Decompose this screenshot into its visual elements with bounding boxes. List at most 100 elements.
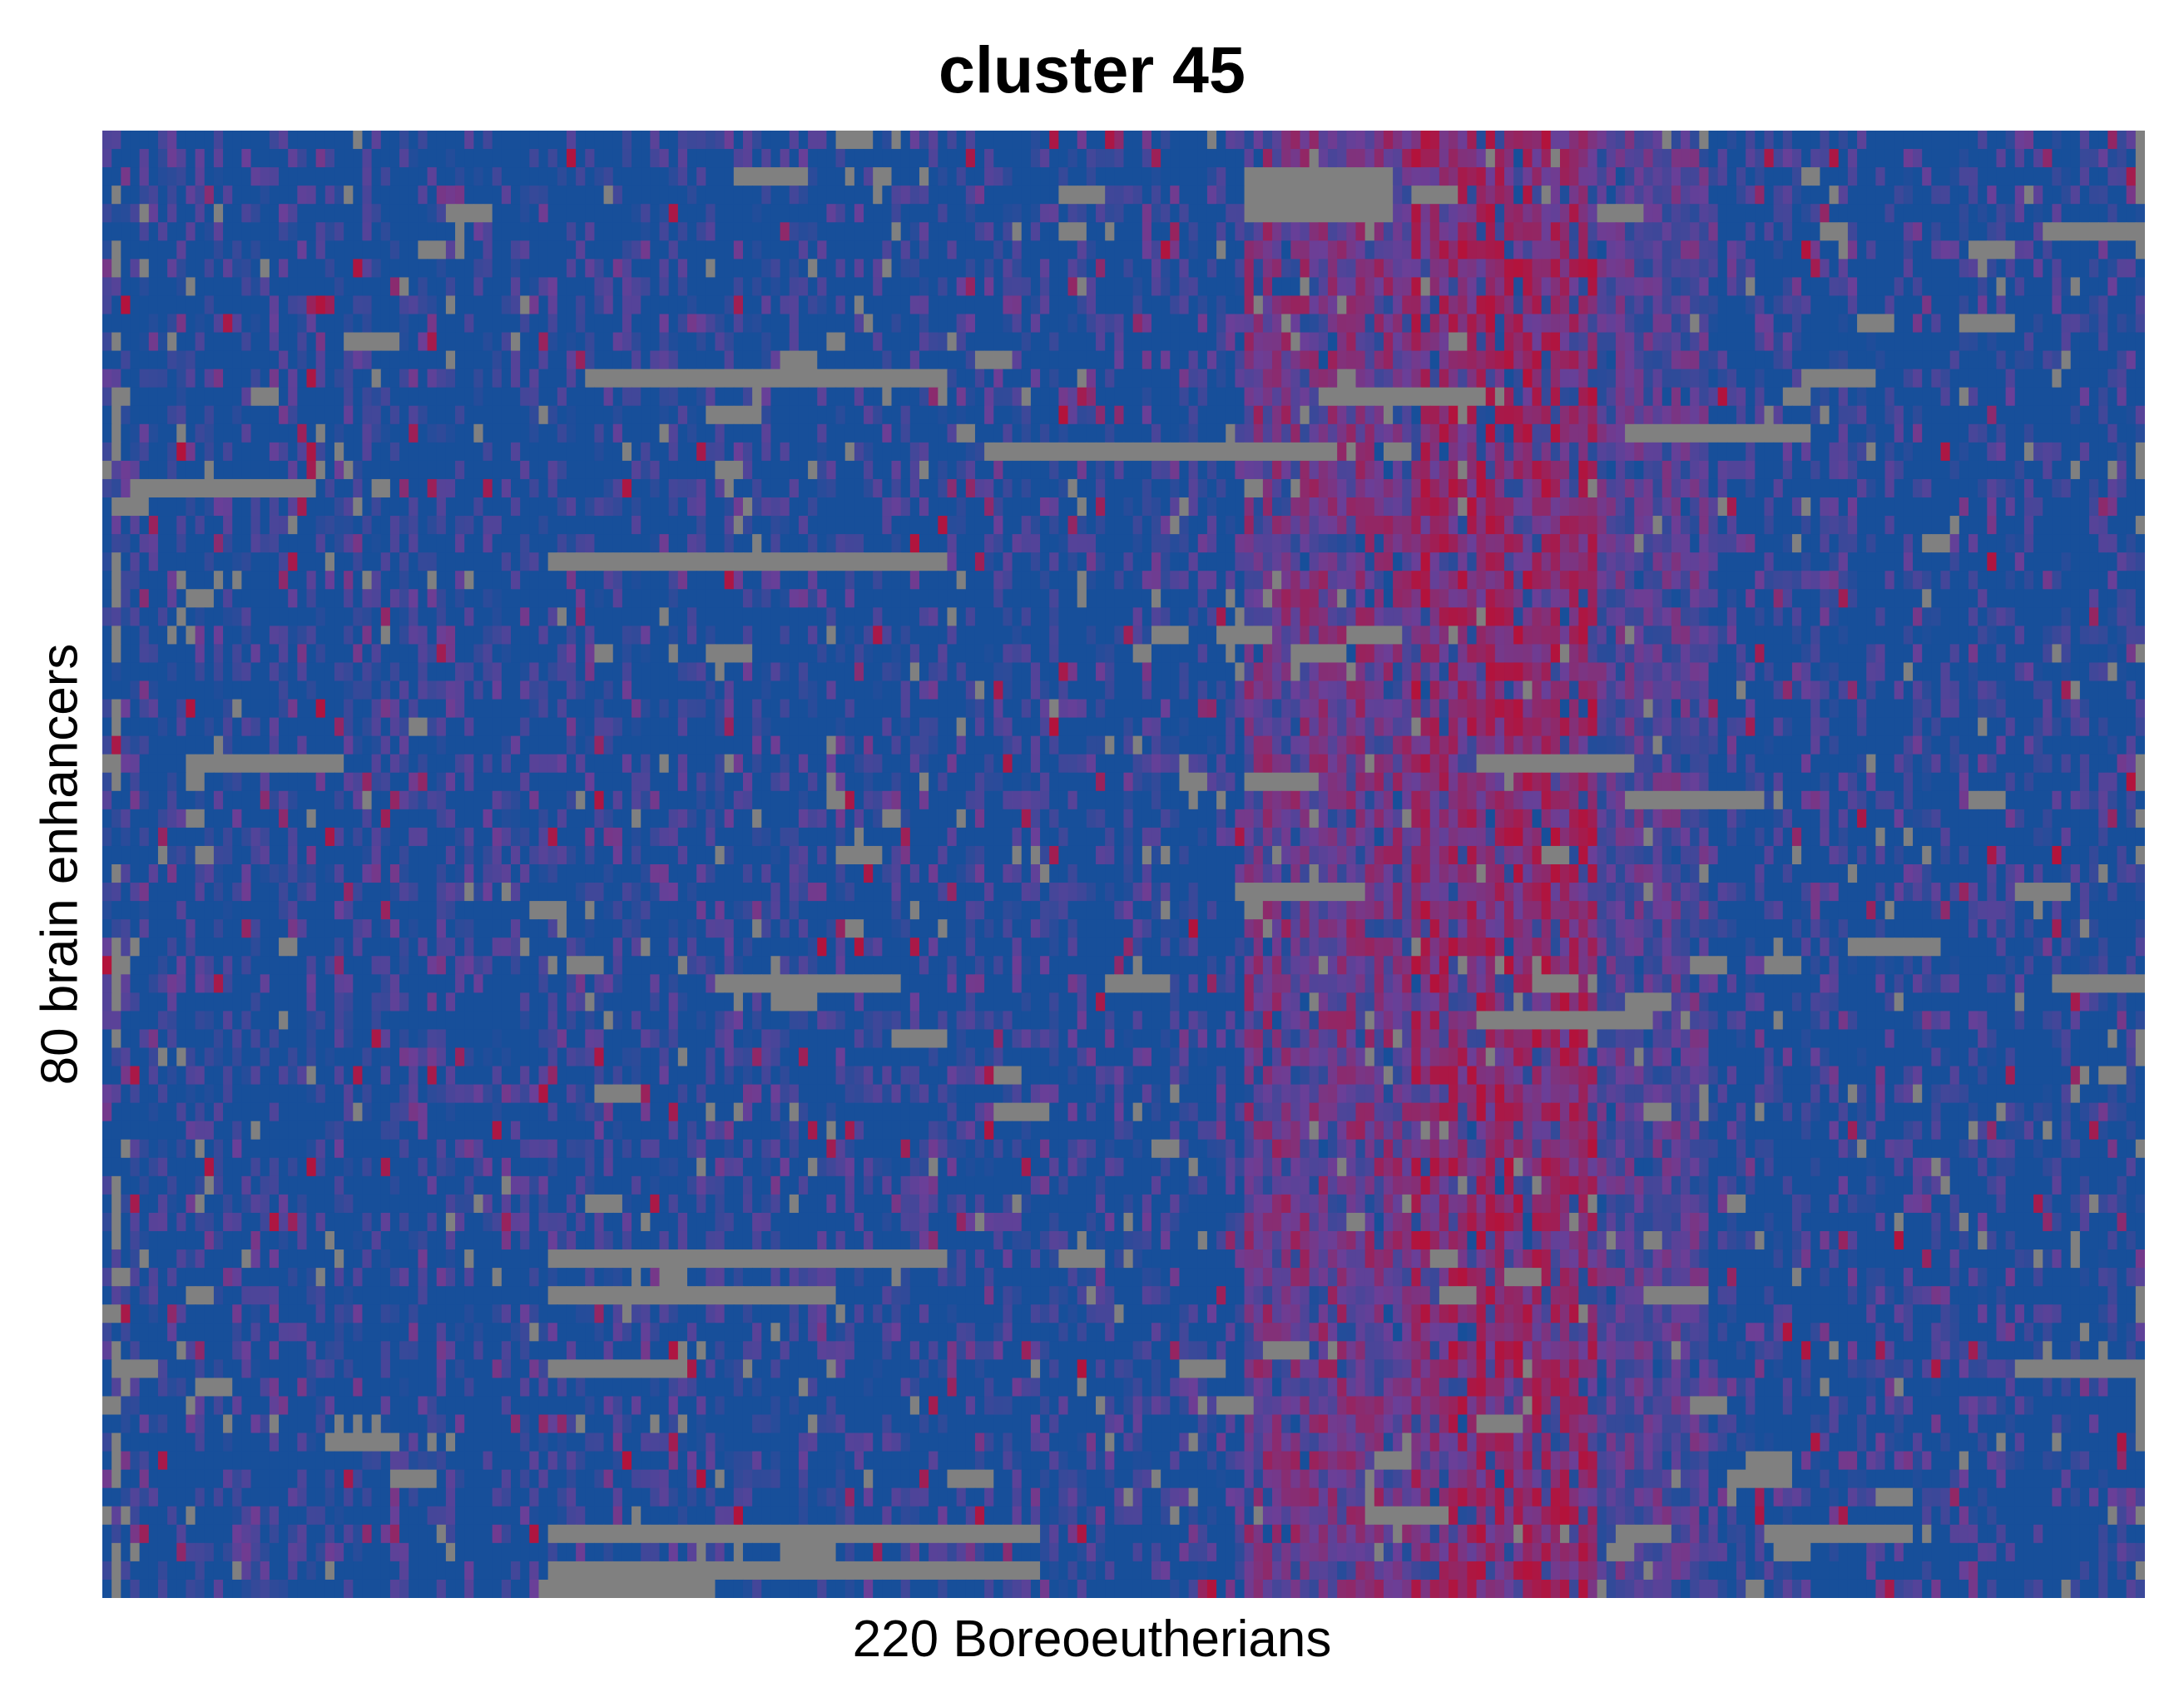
heatmap-cell [1903,149,1914,168]
heatmap-cell [603,423,614,443]
heatmap-cell [919,460,929,480]
heatmap-cell [1402,149,1413,168]
heatmap-cell [380,240,391,260]
heatmap-cell [427,423,438,443]
heatmap-cell [353,332,364,352]
heatmap-cell [1402,204,1413,223]
heatmap-cell [2033,149,2043,168]
heatmap-cell [873,387,883,407]
heatmap-cell [882,534,893,553]
heatmap-cell [835,259,846,278]
heatmap-cell [204,314,215,334]
heatmap-cell [389,516,400,535]
heatmap-cell [724,478,735,498]
heatmap-cell [1671,497,1681,517]
heatmap-cell [1281,277,1291,297]
heatmap-cell [1550,369,1561,388]
heatmap-cell [835,478,846,498]
heatmap-cell [473,497,484,517]
heatmap-cell [186,405,196,425]
heatmap-cell [947,240,958,260]
heatmap-cell [1262,186,1273,205]
heatmap-cell [2126,460,2137,480]
heatmap-cell [1012,332,1023,352]
heatmap-cell [2117,186,2127,205]
heatmap-cell [102,277,112,297]
heatmap-cell [1170,332,1181,352]
heatmap-cell [1494,131,1505,150]
heatmap-cell [324,222,335,241]
heatmap-row [102,222,2145,241]
heatmap-cell [1690,295,1700,315]
heatmap-cell [631,369,641,388]
heatmap-cell [919,295,929,315]
heatmap-cell [1894,516,1904,535]
heatmap-cell [826,497,837,517]
heatmap-cell [529,478,540,498]
heatmap-cell [362,387,373,407]
heatmap-cell [1959,186,1969,205]
heatmap-cell [1197,369,1208,388]
heatmap-cell [1449,387,1458,407]
heatmap-cell [1364,423,1375,443]
heatmap-cell [223,350,233,370]
heatmap-cell [1049,204,1059,223]
heatmap-cell [1643,149,1654,168]
heatmap-cell [1216,442,1226,462]
heatmap-cell [798,240,809,260]
heatmap-cell [1597,405,1607,425]
heatmap-cell [1978,240,1988,260]
heatmap-cell [2023,222,2034,241]
heatmap-cell [677,240,688,260]
heatmap-cell [2023,369,2034,388]
heatmap-cell [121,149,131,168]
heatmap-cell [1532,277,1543,297]
heatmap-cell [557,131,567,150]
heatmap-cell [677,314,688,334]
heatmap-cell [938,314,948,334]
heatmap-cell [938,332,948,352]
heatmap-cell [1810,387,1821,407]
heatmap-cell [427,387,438,407]
heatmap-cell [1643,460,1654,480]
heatmap-cell [1810,222,1821,241]
heatmap-cell [186,387,196,407]
heatmap-cell [511,222,521,241]
heatmap-cell [798,350,809,370]
heatmap-cell [1847,442,1858,462]
heatmap-cell [1021,478,1032,498]
heatmap-cell [631,442,641,462]
heatmap-cell [260,460,270,480]
heatmap-cell [2126,222,2137,241]
heatmap-cell [157,204,168,223]
heatmap-cell [612,259,623,278]
heatmap-cell [436,387,447,407]
heatmap-cell [854,149,864,168]
heatmap-cell [1114,332,1125,352]
heatmap-cell [1142,277,1152,297]
heatmap-cell [1726,405,1737,425]
heatmap-cell [1485,350,1496,370]
heatmap-cell [929,204,938,223]
heatmap-cell [204,240,215,260]
heatmap-cell [1717,350,1728,370]
heatmap-cell [1290,259,1301,278]
heatmap-cell [427,131,438,150]
heatmap-cell [1393,295,1403,315]
heatmap-cell [427,534,438,553]
heatmap-cell [157,497,168,517]
heatmap-cell [501,460,512,480]
heatmap-cell [436,277,447,297]
heatmap-cell [1913,332,1923,352]
heatmap-cell [622,149,632,168]
heatmap-cell [1755,186,1766,205]
heatmap-cell [1857,332,1867,352]
heatmap-cell [1337,332,1347,352]
heatmap-cell [1467,167,1478,186]
heatmap-cell [919,186,929,205]
heatmap-cell [315,314,326,334]
heatmap-cell [1012,387,1023,407]
heatmap-cell [1866,131,1876,150]
heatmap-cell [1374,423,1384,443]
heatmap-cell [1235,369,1246,388]
